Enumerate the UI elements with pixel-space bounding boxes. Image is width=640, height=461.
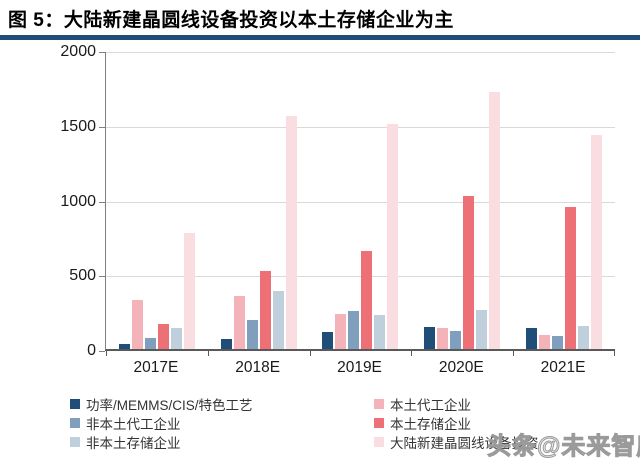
bar bbox=[374, 315, 386, 349]
x-axis-label: 2018E bbox=[235, 359, 281, 376]
legend-label: 非本土代工企业 bbox=[86, 416, 181, 432]
gridline bbox=[106, 126, 615, 128]
legend-swatch-icon bbox=[374, 398, 384, 409]
bar bbox=[272, 290, 284, 349]
x-axis-label: 2020E bbox=[438, 359, 484, 376]
legend-swatch-icon bbox=[70, 398, 80, 409]
bar-group-2020E bbox=[411, 52, 513, 349]
y-axis-tick-label: 2000 bbox=[60, 43, 96, 60]
bar bbox=[118, 343, 130, 349]
y-axis-tick bbox=[99, 52, 105, 53]
y-axis-tick bbox=[99, 276, 105, 278]
legend-item: 功率/MEMMS/CIS/特色工艺 bbox=[70, 394, 253, 413]
bar bbox=[322, 331, 334, 349]
bar bbox=[348, 310, 360, 349]
x-axis-label: 2019E bbox=[337, 359, 382, 376]
bar-group-2018E bbox=[208, 52, 310, 349]
bar bbox=[539, 334, 551, 349]
bar bbox=[144, 337, 156, 349]
figure-title: 图 5：大陆新建晶圆线设备投资以本土存储企业为主 bbox=[8, 10, 454, 31]
bar bbox=[463, 195, 475, 349]
bar bbox=[220, 338, 232, 349]
x-axis-label: 2021E bbox=[540, 359, 586, 376]
bar bbox=[565, 206, 577, 349]
gridline bbox=[106, 52, 615, 53]
title-underline bbox=[0, 35, 640, 40]
legend-item: 本土代工企业 bbox=[374, 394, 539, 413]
legend-label: 大陆新建晶圆线设备投资 bbox=[390, 435, 539, 451]
bar bbox=[424, 327, 436, 349]
legend-swatch-icon bbox=[70, 417, 80, 428]
x-axis-label: 2017E bbox=[133, 359, 179, 376]
y-axis-tick bbox=[99, 201, 105, 203]
x-axis-tick bbox=[309, 351, 311, 356]
bar bbox=[437, 328, 449, 349]
gridline bbox=[106, 201, 615, 203]
bar bbox=[552, 336, 564, 349]
bar bbox=[450, 331, 462, 349]
bar bbox=[489, 91, 501, 349]
gridline bbox=[106, 276, 615, 278]
legend-label: 本土存储企业 bbox=[390, 416, 471, 432]
legend-label: 本土代工企业 bbox=[390, 397, 471, 413]
legend-swatch-icon bbox=[70, 436, 80, 447]
bar bbox=[131, 299, 143, 349]
legend-label: 非本土存储企业 bbox=[86, 435, 181, 451]
plot-area bbox=[99, 52, 615, 356]
y-axis-tick-label: 1000 bbox=[60, 192, 96, 210]
legend-item: 本土存储企业 bbox=[374, 413, 539, 432]
bar bbox=[591, 135, 603, 349]
bar-group-2017E bbox=[106, 52, 208, 349]
bar bbox=[476, 310, 488, 349]
y-axis-tick-label: 0 bbox=[87, 342, 96, 359]
bar bbox=[157, 323, 169, 349]
x-axis-tick bbox=[411, 351, 413, 356]
bar bbox=[526, 328, 538, 349]
legend-item: 非本土存储企业 bbox=[70, 432, 253, 451]
legend-column-right: 本土代工企业 本土存储企业大陆新建晶圆线设备投资 bbox=[374, 394, 539, 451]
x-axis-tick bbox=[207, 351, 209, 356]
y-axis-tick-label: 1500 bbox=[60, 117, 96, 135]
bar bbox=[285, 115, 297, 349]
legend-item: 非本土代工企业 bbox=[70, 413, 253, 432]
chart-legend: 功率/MEMMS/CIS/特色工艺 非本土代工企业 非本土存储企业 本土代工企业 本土… bbox=[0, 394, 640, 454]
bar-group-2019E bbox=[310, 52, 412, 349]
bar bbox=[183, 233, 195, 349]
y-axis-tick-label: 500 bbox=[69, 267, 96, 285]
bar bbox=[387, 124, 399, 349]
y-axis-tick bbox=[99, 351, 105, 352]
legend-item: 大陆新建晶圆线设备投资 bbox=[374, 432, 539, 451]
bar-group-2021E bbox=[513, 52, 615, 349]
bar bbox=[259, 271, 271, 349]
legend-label: 功率/MEMMS/CIS/特色工艺 bbox=[86, 397, 253, 413]
bar bbox=[170, 328, 182, 349]
y-axis-tick bbox=[99, 126, 105, 128]
bar bbox=[361, 251, 373, 349]
legend-column-left: 功率/MEMMS/CIS/特色工艺 非本土代工企业 非本土存储企业 bbox=[70, 394, 253, 451]
bar bbox=[246, 319, 258, 349]
x-axis-tick bbox=[106, 351, 107, 356]
bar bbox=[578, 325, 590, 349]
legend-swatch-icon bbox=[374, 417, 384, 428]
x-axis-tick bbox=[513, 351, 515, 356]
bar bbox=[233, 295, 245, 349]
bar bbox=[335, 313, 347, 349]
legend-swatch-icon bbox=[374, 436, 384, 447]
x-axis-tick bbox=[614, 351, 615, 356]
